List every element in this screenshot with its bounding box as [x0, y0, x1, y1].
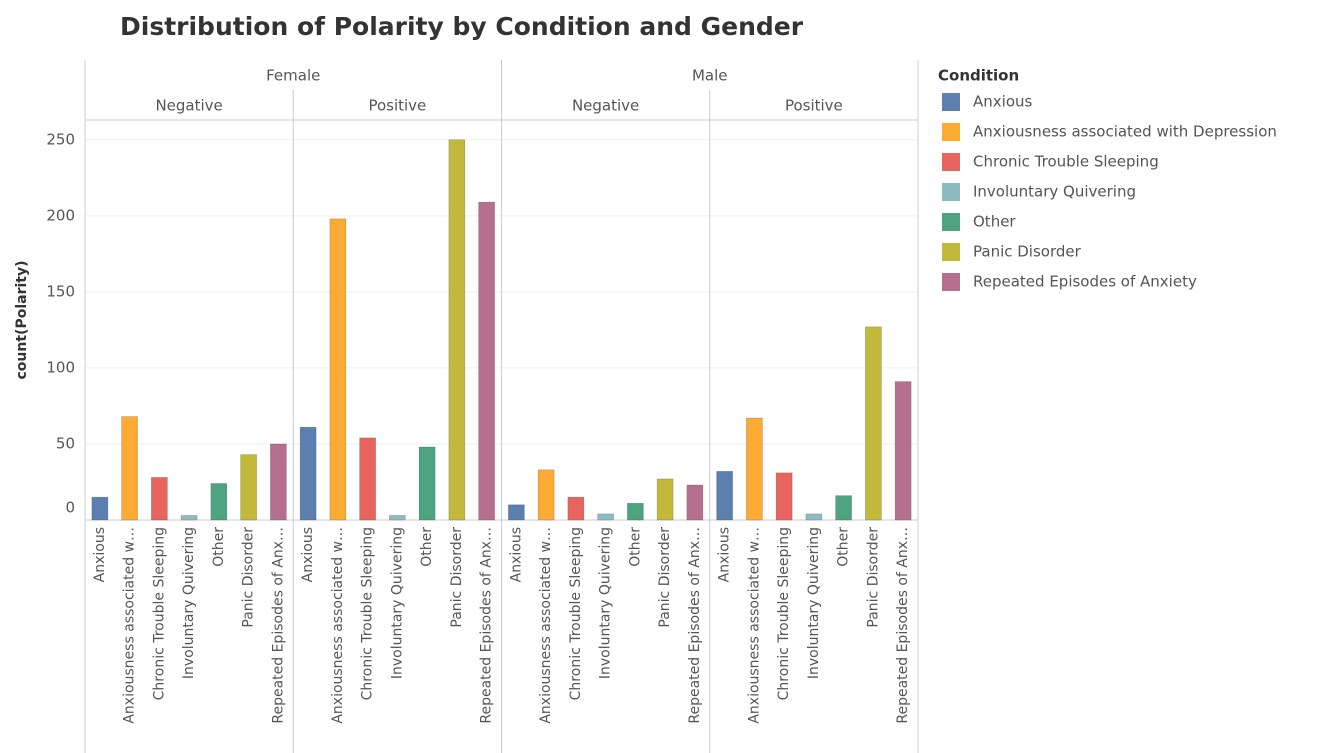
- legend-swatch: [942, 243, 960, 261]
- bar: [121, 416, 138, 521]
- bar: [627, 502, 644, 521]
- bar: [716, 471, 733, 521]
- x-tick-label: Chronic Trouble Sleeping: [776, 527, 792, 700]
- x-tick-label: Repeated Episodes of Anx…: [479, 527, 495, 724]
- y-axis-label: count(Polarity): [14, 261, 30, 380]
- x-tick-label: Repeated Episodes of Anx…: [687, 527, 703, 724]
- y-tick-label: 150: [46, 282, 75, 300]
- bar: [210, 483, 228, 521]
- x-tick-label: Other: [836, 527, 852, 567]
- legend-swatch: [942, 273, 960, 291]
- bar: [359, 437, 376, 521]
- bar: [91, 496, 109, 521]
- bar: [894, 381, 912, 521]
- bar: [597, 513, 614, 521]
- panel-label: Negative: [572, 97, 639, 115]
- bar: [686, 484, 704, 521]
- legend-swatch: [942, 93, 960, 111]
- facet-label: Male: [692, 67, 728, 85]
- y-tick-label: 50: [56, 434, 75, 452]
- bar: [746, 417, 763, 521]
- legend-label: Chronic Trouble Sleeping: [973, 153, 1159, 171]
- facet-label: Female: [266, 67, 320, 85]
- bar: [151, 477, 168, 521]
- x-tick-label: Anxious: [717, 527, 733, 582]
- x-tick-label: Repeated Episodes of Anx…: [270, 527, 286, 724]
- x-tick-label: Chronic Trouble Sleeping: [360, 527, 376, 700]
- legend-swatch: [942, 153, 960, 171]
- legend-label: Anxious: [973, 93, 1032, 111]
- x-tick-label: Repeated Episodes of Anx…: [895, 527, 911, 724]
- legend-label: Anxiousness associated with Depression: [973, 123, 1277, 141]
- x-tick-label: Anxiousness associated w…: [538, 527, 554, 724]
- bar: [448, 139, 466, 521]
- bar: [329, 218, 347, 521]
- bar: [299, 426, 317, 521]
- panel-label: Negative: [155, 97, 222, 115]
- x-tick-label: Involuntary Quivering: [389, 527, 405, 679]
- x-tick-label: Anxiousness associated w…: [746, 527, 762, 724]
- legend-swatch: [942, 123, 960, 141]
- x-tick-label: Other: [211, 527, 227, 567]
- bar: [270, 443, 287, 521]
- legend-label: Panic Disorder: [973, 243, 1082, 261]
- x-tick-label: Anxiousness associated w…: [330, 527, 346, 724]
- bar: [180, 515, 198, 521]
- x-tick-label: Involuntary Quivering: [806, 527, 822, 679]
- bar: [567, 496, 585, 521]
- x-tick-label: Anxiousness associated w…: [122, 527, 138, 724]
- y-tick-label: 250: [46, 130, 75, 148]
- y-tick-label: 100: [46, 358, 75, 376]
- x-tick-label: Anxious: [300, 527, 316, 582]
- bar: [389, 515, 406, 521]
- bar: [775, 472, 793, 521]
- legend-swatch: [942, 183, 960, 201]
- legend-label: Repeated Episodes of Anxiety: [973, 273, 1197, 291]
- x-tick-label: Involuntary Quivering: [181, 527, 197, 679]
- y-tick-label: 0: [65, 499, 75, 517]
- x-tick-label: Anxious: [508, 527, 524, 582]
- bar: [656, 478, 674, 521]
- legend-label: Other: [973, 213, 1016, 231]
- x-tick-label: Involuntary Quivering: [598, 527, 614, 679]
- x-tick-label: Other: [627, 527, 643, 567]
- x-tick-label: Chronic Trouble Sleeping: [151, 527, 167, 700]
- chart-title: Distribution of Polarity by Condition an…: [120, 12, 804, 41]
- x-tick-label: Other: [419, 527, 435, 567]
- panel-label: Positive: [368, 97, 426, 115]
- bar: [418, 446, 436, 521]
- legend-label: Involuntary Quivering: [973, 183, 1136, 201]
- legend-title: Condition: [938, 67, 1019, 85]
- bar: [865, 326, 882, 521]
- x-tick-label: Panic Disorder: [241, 527, 257, 628]
- legend-swatch: [942, 213, 960, 231]
- bar: [240, 454, 257, 521]
- bar: [478, 201, 495, 521]
- bar: [805, 513, 823, 521]
- x-tick-label: Panic Disorder: [865, 527, 881, 628]
- x-tick-label: Anxious: [92, 527, 108, 582]
- bar: [835, 495, 852, 521]
- y-tick-label: 200: [46, 206, 75, 224]
- x-tick-label: Chronic Trouble Sleeping: [568, 527, 584, 700]
- panel-label: Positive: [785, 97, 843, 115]
- x-tick-label: Panic Disorder: [657, 527, 673, 628]
- x-tick-label: Panic Disorder: [449, 527, 465, 628]
- bar: [537, 469, 555, 521]
- bar: [508, 504, 525, 521]
